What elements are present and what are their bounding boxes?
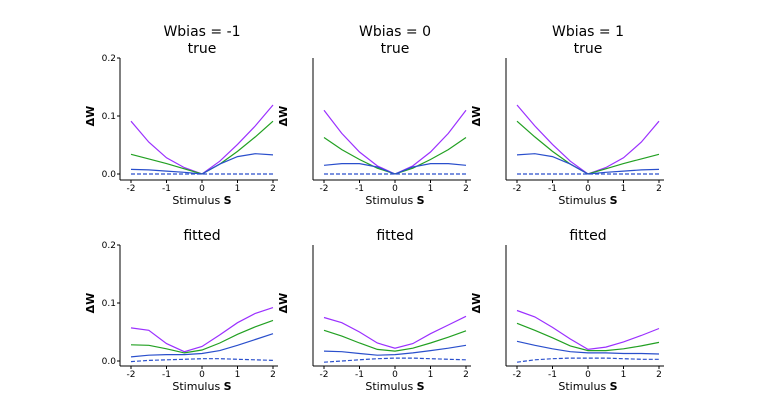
panel-subtitle: true — [188, 41, 217, 57]
x-tick-label: -1 — [548, 370, 557, 380]
x-tick-label: 1 — [621, 184, 627, 194]
panel-6: fitted -2 -1 0 1 2 ΔW Stimulus S — [470, 228, 664, 393]
x-tick-label: -1 — [162, 184, 171, 194]
panel-title: fitted — [183, 228, 220, 244]
y-tick-label: 0.0 — [102, 170, 117, 180]
panel-subtitle: true — [574, 41, 603, 57]
x-axis-label-symbol: S — [417, 380, 425, 393]
x-tick-label: -2 — [127, 370, 136, 380]
x-axis-label: Stimulus S — [558, 380, 617, 393]
panel-title: fitted — [569, 228, 606, 244]
series-line-green — [130, 319, 274, 354]
x-axis-label-symbol: S — [224, 380, 232, 393]
x-tick-label: 1 — [235, 184, 241, 194]
x-tick-label: -2 — [320, 184, 329, 194]
x-tick-label: -1 — [355, 184, 364, 194]
x-axis-label-symbol: S — [610, 194, 618, 207]
y-axis-label: ΔW — [84, 106, 97, 127]
y-axis-label: ΔW — [277, 293, 290, 314]
series-line-purple — [130, 307, 274, 353]
x-tick-label: 1 — [235, 370, 241, 380]
panel-4: fitted -2 -1 0 1 2 0.0 0.1 0.2 ΔW Stimulus S — [84, 228, 278, 393]
x-tick-label: 0 — [585, 184, 591, 194]
panel-title: Wbias = -1 — [163, 24, 240, 40]
x-tick-label: -2 — [513, 370, 522, 380]
x-axis-label: Stimulus S — [172, 380, 231, 393]
y-tick-label: 0.2 — [102, 54, 116, 64]
x-axis-label-text: Stimulus — [365, 194, 416, 207]
x-tick-label: 2 — [463, 184, 469, 194]
series-line-purple — [323, 315, 467, 349]
series-line-blue — [130, 333, 274, 358]
x-tick-label: 1 — [428, 370, 434, 380]
series-line-blue — [323, 163, 467, 175]
y-axis-label: ΔW — [470, 293, 483, 314]
x-tick-label: 2 — [656, 184, 662, 194]
series-line-purple — [516, 309, 660, 351]
y-tick-label: 0.2 — [102, 241, 116, 251]
x-tick-label: 0 — [585, 370, 591, 380]
x-tick-label: -1 — [355, 370, 364, 380]
y-axis-label: ΔW — [470, 106, 483, 127]
x-axis-label: Stimulus S — [365, 194, 424, 207]
x-tick-label: -2 — [513, 184, 522, 194]
series-line-green — [516, 322, 660, 352]
x-tick-label: 0 — [392, 184, 398, 194]
x-axis-label: Stimulus S — [365, 380, 424, 393]
x-tick-label: -1 — [548, 184, 557, 194]
x-axis-label: Stimulus S — [172, 194, 231, 207]
x-tick-label: 0 — [199, 184, 205, 194]
series-line-blue — [130, 153, 274, 175]
series-line-dashed — [323, 357, 467, 363]
x-tick-label: 2 — [656, 370, 662, 380]
x-axis-label-symbol: S — [610, 380, 618, 393]
series-line-green — [323, 329, 467, 352]
x-tick-label: 2 — [270, 370, 276, 380]
series-line-blue — [323, 344, 467, 356]
series-line-purple — [323, 109, 467, 175]
y-axis-label: ΔW — [84, 293, 97, 314]
series-line-green — [323, 137, 467, 175]
x-tick-label: 1 — [621, 370, 627, 380]
x-tick-label: 0 — [199, 370, 205, 380]
x-axis-label-text: Stimulus — [172, 194, 223, 207]
y-tick-label: 0.1 — [102, 112, 116, 122]
x-tick-label: -1 — [162, 370, 171, 380]
x-axis-label: Stimulus S — [558, 194, 617, 207]
x-tick-label: 2 — [270, 184, 276, 194]
x-tick-label: 2 — [463, 370, 469, 380]
panel-5: fitted -2 -1 0 1 2 ΔW Stimulus S — [277, 228, 471, 393]
y-tick-label: 0.0 — [102, 357, 117, 367]
y-axis-label: ΔW — [277, 106, 290, 127]
x-tick-label: 1 — [428, 184, 434, 194]
y-tick-label: 0.1 — [102, 299, 116, 309]
panel-title: Wbias = 1 — [552, 24, 624, 40]
x-axis-label-symbol: S — [417, 194, 425, 207]
x-axis-label-text: Stimulus — [558, 194, 609, 207]
x-axis-label-text: Stimulus — [558, 380, 609, 393]
panel-title: fitted — [376, 228, 413, 244]
series-line-dashed — [516, 357, 659, 363]
x-tick-label: 0 — [392, 370, 398, 380]
series-line-blue — [516, 340, 660, 355]
series-line-dashed — [130, 358, 274, 363]
x-tick-label: -2 — [127, 184, 136, 194]
panel-subtitle: true — [381, 41, 410, 57]
x-axis-label-text: Stimulus — [172, 380, 223, 393]
series-line-blue — [516, 153, 660, 175]
panel-title: Wbias = 0 — [359, 24, 431, 40]
x-axis-label-text: Stimulus — [365, 380, 416, 393]
x-axis-label-symbol: S — [224, 194, 232, 207]
x-tick-label: -2 — [320, 370, 329, 380]
